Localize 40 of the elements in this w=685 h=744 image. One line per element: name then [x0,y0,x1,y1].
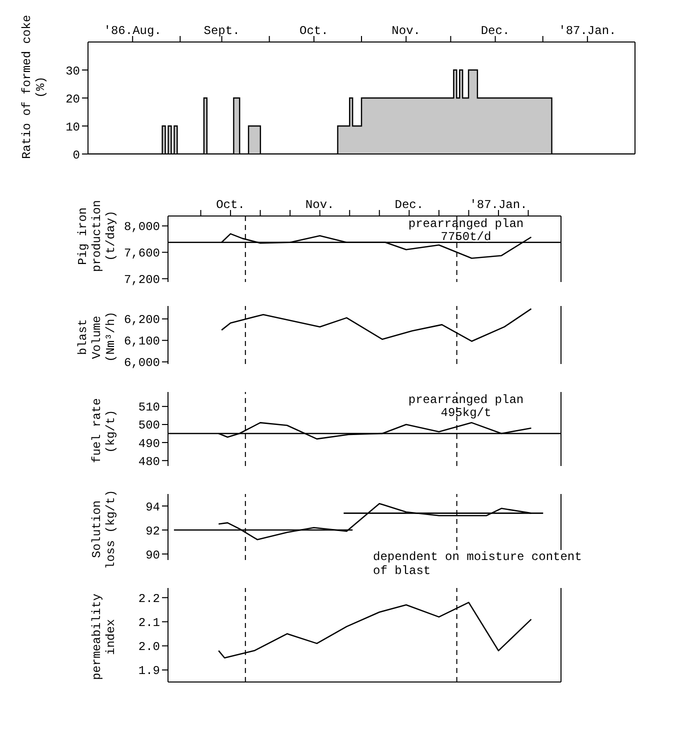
y-tick-label: 2.0 [138,640,160,654]
y-tick-label: 2.1 [138,616,160,630]
ref-line-label: prearranged plan 7750t/d [408,217,524,244]
y-tick-label: 6,100 [124,334,160,349]
x-tick-label: Nov. [305,198,334,212]
y-tick-label: 8,000 [124,220,160,234]
y-axis-title: Pig iron production (t/day) [76,199,118,274]
y-tick-label: 20 [66,92,80,106]
y-tick-label: 2.2 [138,592,160,606]
annotation: dependent on moisture content of blast [373,550,582,578]
ref-line-label: prearranged plan 495kg/t [408,393,524,420]
y-tick-label: 500 [138,418,160,433]
y-tick-label: 30 [66,64,80,78]
y-tick-label: 1.9 [138,664,160,678]
x-tick-label: Sept. [204,24,240,38]
x-tick-label: Nov. [392,24,420,38]
y-axis-title: Ratio of formed coke (%) [20,14,48,162]
x-tick-label: Dec. [394,198,424,212]
y-tick-label: 92 [146,524,160,538]
y-tick-label: 7,600 [124,246,160,261]
y-axis-title: blast Volume (Nm³/h) [76,310,118,364]
y-axis-title: permeability index [90,592,118,682]
y-tick-label: 510 [138,400,160,415]
x-tick-label: '87.Jan. [558,24,616,38]
y-tick-label: 0 [72,148,80,162]
x-tick-label: Dec. [480,24,510,38]
x-tick-label: Oct. [216,198,245,212]
y-tick-label: 10 [66,120,80,134]
x-tick-label: '86.Aug. [104,24,162,38]
y-tick-label: 6,000 [124,356,160,370]
x-tick-label: Oct. [300,24,328,38]
y-tick-label: 94 [146,500,160,514]
y-tick-label: 6,200 [124,313,160,328]
y-axis-title: Solution loss (kg/t) [90,488,118,571]
y-tick-label: 7,200 [124,272,160,287]
y-tick-label: 90 [146,548,160,562]
x-tick-label: '87.Jan. [470,198,528,212]
y-tick-label: 480 [138,454,160,469]
y-axis-title: fuel rate (kg/t) [90,398,118,466]
y-tick-label: 490 [138,436,160,451]
